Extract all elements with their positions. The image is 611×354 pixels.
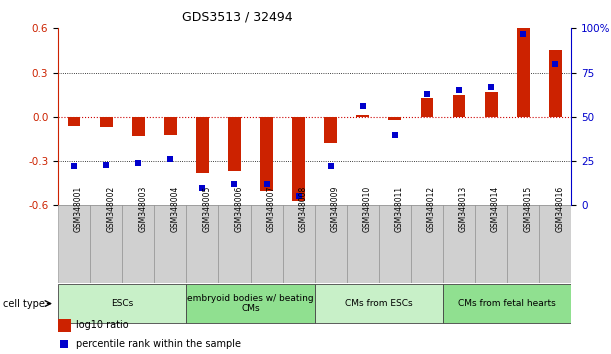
Text: GSM348010: GSM348010 — [363, 186, 371, 232]
Text: GSM348012: GSM348012 — [427, 186, 436, 232]
Point — [166, 156, 175, 162]
Point — [454, 87, 464, 93]
Bar — [219, 205, 251, 283]
Bar — [443, 284, 571, 323]
Text: GDS3513 / 32494: GDS3513 / 32494 — [182, 11, 293, 24]
Bar — [58, 205, 90, 283]
Text: GSM348013: GSM348013 — [459, 186, 468, 232]
Text: log10 ratio: log10 ratio — [76, 320, 129, 330]
Bar — [443, 205, 475, 283]
Point — [59, 341, 68, 347]
Point — [390, 132, 400, 137]
Bar — [164, 117, 177, 135]
Text: ESCs: ESCs — [111, 299, 133, 308]
Bar — [68, 117, 81, 126]
Bar — [155, 205, 186, 283]
Text: GSM348016: GSM348016 — [555, 186, 564, 232]
Text: GSM348003: GSM348003 — [138, 186, 147, 233]
Text: GSM348011: GSM348011 — [395, 186, 404, 232]
Text: GSM348001: GSM348001 — [74, 186, 83, 232]
Bar — [347, 205, 379, 283]
Bar — [324, 117, 337, 143]
Bar — [58, 319, 71, 332]
Bar — [389, 117, 401, 120]
Bar — [186, 205, 219, 283]
Bar — [315, 205, 347, 283]
Bar — [260, 117, 273, 190]
Point — [262, 181, 271, 187]
Bar — [475, 205, 507, 283]
Text: GSM348014: GSM348014 — [491, 186, 500, 232]
Point — [551, 61, 560, 67]
Bar — [196, 117, 209, 173]
Bar — [228, 117, 241, 171]
Point — [358, 103, 368, 109]
Bar — [90, 205, 122, 283]
Bar — [507, 205, 540, 283]
Bar — [356, 115, 369, 117]
Point — [486, 84, 496, 90]
Point — [518, 31, 528, 36]
Bar — [540, 205, 571, 283]
Text: cell type: cell type — [3, 298, 45, 309]
Bar — [132, 117, 145, 136]
Point — [133, 160, 143, 166]
Text: CMs from ESCs: CMs from ESCs — [345, 299, 412, 308]
Text: GSM348009: GSM348009 — [331, 186, 340, 233]
Bar — [100, 117, 112, 127]
Bar — [420, 98, 433, 117]
Point — [197, 185, 207, 190]
Bar — [251, 205, 283, 283]
Text: GSM348002: GSM348002 — [106, 186, 115, 232]
Bar — [453, 95, 466, 117]
Text: GSM348004: GSM348004 — [170, 186, 179, 233]
Bar — [379, 205, 411, 283]
Bar — [186, 284, 315, 323]
Bar — [517, 28, 530, 117]
Bar — [292, 117, 305, 201]
Bar — [549, 51, 562, 117]
Text: GSM348005: GSM348005 — [202, 186, 211, 233]
Text: GSM348006: GSM348006 — [235, 186, 243, 233]
Point — [101, 162, 111, 167]
Point — [230, 181, 240, 187]
Point — [69, 164, 79, 169]
Text: embryoid bodies w/ beating
CMs: embryoid bodies w/ beating CMs — [187, 294, 314, 313]
Text: percentile rank within the sample: percentile rank within the sample — [76, 339, 241, 349]
Text: GSM348007: GSM348007 — [266, 186, 276, 233]
Point — [326, 164, 335, 169]
Bar — [58, 284, 186, 323]
Point — [422, 91, 432, 97]
Bar — [485, 92, 497, 117]
Bar — [122, 205, 155, 283]
Bar — [283, 205, 315, 283]
Bar — [411, 205, 443, 283]
Text: GSM348015: GSM348015 — [523, 186, 532, 232]
Point — [294, 194, 304, 199]
Bar — [315, 284, 443, 323]
Text: CMs from fetal hearts: CMs from fetal hearts — [458, 299, 556, 308]
Text: GSM348008: GSM348008 — [299, 186, 307, 232]
